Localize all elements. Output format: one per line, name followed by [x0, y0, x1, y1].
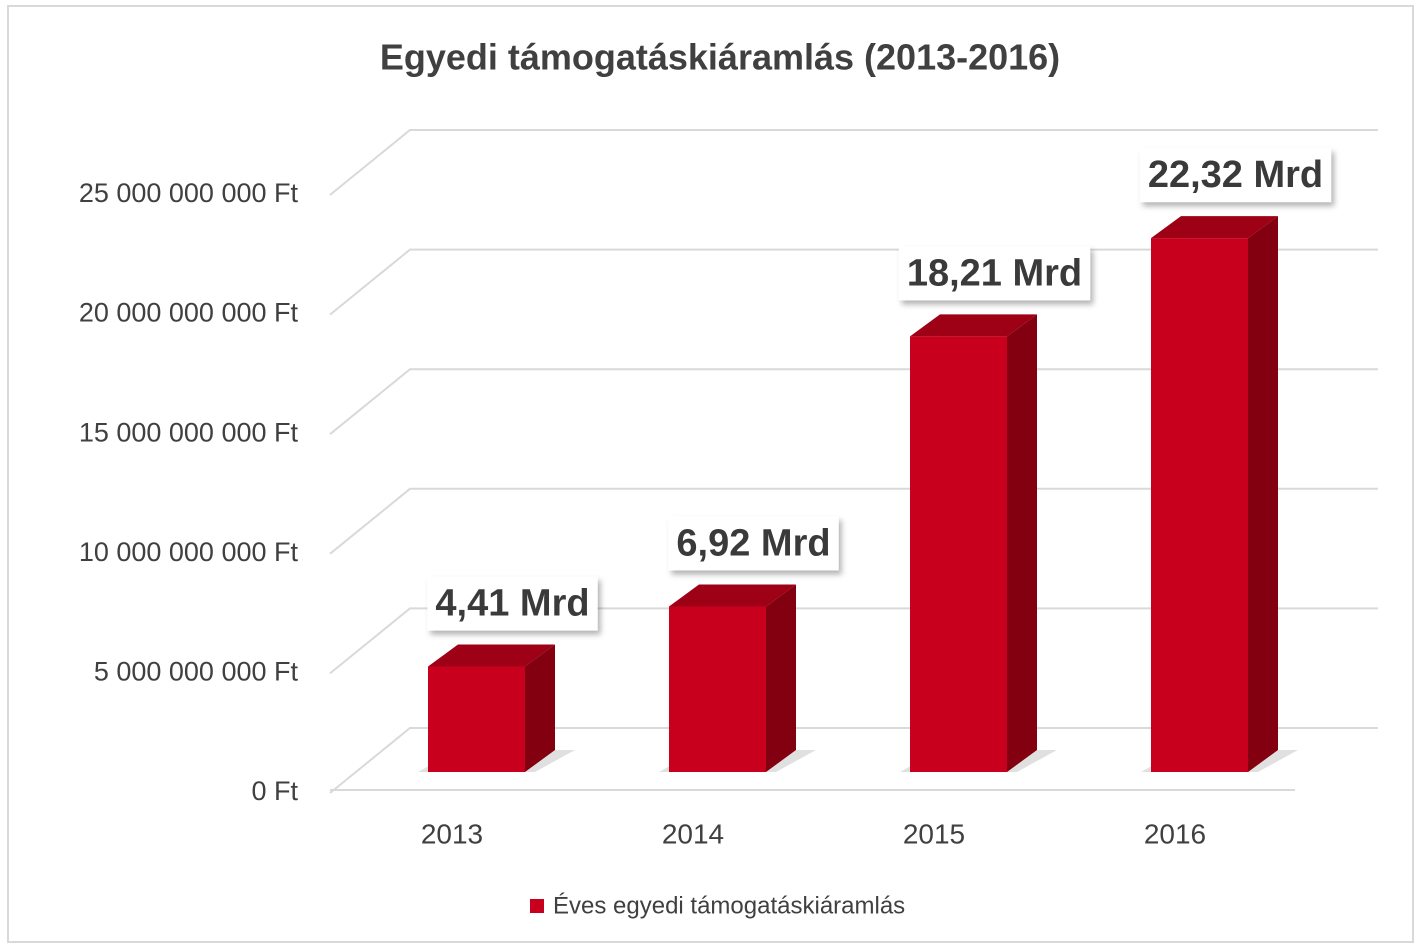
bar-top [910, 314, 1037, 337]
value-label-box [427, 576, 598, 631]
bar-side [766, 584, 796, 772]
y-tick-label: 0 Ft [251, 776, 298, 806]
value-label: 4,41 Mrd [435, 583, 589, 625]
y-tick-label: 5 000 000 000 Ft [94, 657, 299, 687]
value-label: 18,21 Mrd [907, 252, 1082, 294]
y-tick-label: 10 000 000 000 Ft [79, 537, 299, 567]
x-tick-label: 2016 [1144, 818, 1206, 849]
bar-side [525, 644, 555, 772]
value-label: 22,32 Mrd [1148, 154, 1323, 196]
value-label-box [1139, 148, 1332, 203]
x-tick-label: 2014 [662, 818, 724, 849]
x-tick-label: 2015 [903, 818, 965, 849]
bar-side [1248, 216, 1278, 773]
y-tick-label: 20 000 000 000 Ft [79, 298, 299, 328]
legend-swatch [530, 899, 544, 913]
grid-line [329, 487, 1378, 555]
legend-label: Éves egyedi támogatáskiáramlás [553, 892, 905, 919]
bar [428, 644, 555, 772]
value-label-box [668, 516, 839, 571]
y-tick-label: 25 000 000 000 Ft [79, 178, 299, 208]
grid-line [329, 129, 1378, 196]
bar-top [1151, 216, 1278, 239]
bar-top [669, 584, 796, 607]
bar-top [428, 644, 555, 667]
grid-line [329, 368, 1378, 435]
value-label: 6,92 Mrd [676, 523, 830, 565]
y-tick-label: 15 000 000 000 Ft [79, 417, 299, 447]
bar-front [428, 666, 525, 772]
grid-line [329, 607, 1378, 675]
bar-side [1007, 314, 1037, 772]
bar-front [1151, 238, 1248, 773]
bar-front [669, 606, 766, 772]
x-tick-label: 2013 [421, 818, 483, 849]
bar [1151, 216, 1278, 773]
grid-line [329, 727, 1378, 794]
bar [669, 584, 796, 772]
value-label-box [898, 246, 1091, 301]
chart-title: Egyedi támogatáskiáramlás (2013-2016) [380, 37, 1060, 78]
bar-front [910, 336, 1007, 772]
bar [910, 314, 1037, 772]
